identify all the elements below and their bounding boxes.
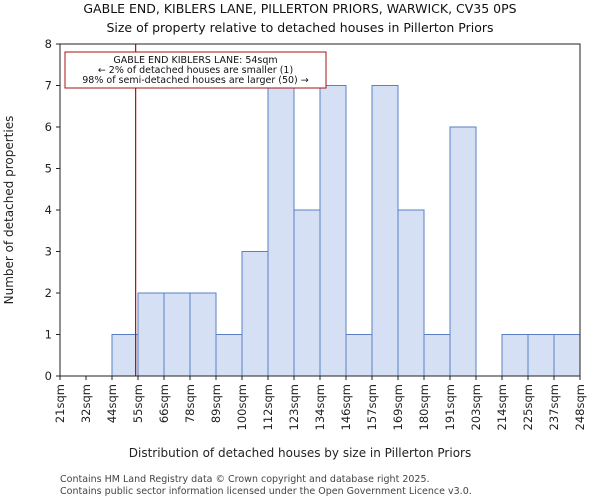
y-tick-label: 5: [45, 162, 52, 176]
y-tick-label: 7: [45, 79, 52, 93]
bar-123sqm-134sqm: [293, 209, 321, 377]
x-axis-label: Distribution of detached houses by size …: [129, 446, 471, 460]
bar-55sqm-66sqm: [137, 292, 165, 377]
bar-146sqm-157sqm: [345, 334, 373, 377]
y-tick-label: 8: [45, 37, 52, 51]
y-axis: 0 1 2 3 4 5 6 7 8: [45, 37, 60, 383]
bar-44sqm-55sqm: [111, 334, 139, 377]
x-tick-label: 134sqm: [313, 384, 327, 430]
x-tick-label: 112sqm: [261, 384, 275, 430]
x-tick-label: 214sqm: [495, 384, 509, 430]
x-tick-label: 32sqm: [79, 384, 93, 423]
x-tick-label: 78sqm: [183, 384, 197, 423]
y-tick-label: 0: [45, 369, 52, 383]
bar-78sqm-89sqm: [189, 292, 217, 377]
annotation-line-3: 98% of semi-detached houses are larger (…: [82, 75, 309, 86]
x-tick-label: 157sqm: [365, 384, 379, 430]
x-tick-label: 55sqm: [131, 384, 145, 423]
chart-title: GABLE END, KIBLERS LANE, PILLERTON PRIOR…: [83, 1, 516, 16]
y-tick-label: 4: [45, 203, 52, 217]
y-axis-label: Number of detached properties: [2, 116, 16, 305]
bar-237sqm-248sqm: [553, 334, 581, 377]
bar-89sqm-100sqm: [215, 334, 243, 377]
x-tick-label: 44sqm: [105, 384, 119, 423]
x-tick-label: 123sqm: [287, 384, 301, 430]
bar-157sqm-169sqm: [371, 85, 399, 377]
bar-112sqm-123sqm: [267, 85, 295, 377]
y-tick-label: 6: [45, 120, 52, 134]
bar-100sqm-112sqm: [241, 251, 269, 377]
annotation-line-2: ← 2% of detached houses are smaller (1): [98, 65, 293, 76]
bars-group: [111, 85, 581, 377]
bar-180sqm-191sqm: [423, 334, 451, 377]
y-tick-label: 3: [45, 245, 52, 259]
x-tick-label: 146sqm: [339, 384, 353, 430]
x-tick-label: 225sqm: [521, 384, 535, 430]
footer-line-2: Contains public sector information licen…: [60, 486, 472, 497]
x-tick-label: 100sqm: [235, 384, 249, 430]
bar-134sqm-146sqm: [319, 85, 347, 377]
x-tick-label: 89sqm: [209, 384, 223, 423]
x-tick-label: 237sqm: [547, 384, 561, 430]
x-tick-label: 248sqm: [573, 384, 587, 430]
annotation-box: GABLE END KIBLERS LANE: 54sqm ← 2% of de…: [64, 51, 327, 89]
y-tick-label: 2: [45, 286, 52, 300]
annotation-line-1: GABLE END KIBLERS LANE: 54sqm: [113, 55, 277, 66]
chart-subtitle: Size of property relative to detached ho…: [106, 20, 493, 35]
bar-191sqm-203sqm: [449, 126, 477, 377]
x-tick-label: 191sqm: [443, 384, 457, 430]
y-tick-label: 1: [45, 328, 52, 342]
bar-214sqm-225sqm: [501, 334, 529, 377]
bar-169sqm-180sqm: [397, 209, 425, 377]
x-tick-label: 66sqm: [157, 384, 171, 423]
x-tick-label: 169sqm: [391, 384, 405, 430]
bar-66sqm-78sqm: [163, 292, 191, 377]
annotation-frame: [64, 51, 327, 89]
x-tick-label: 203sqm: [469, 384, 483, 430]
footer-line-1: Contains HM Land Registry data © Crown c…: [60, 474, 430, 485]
x-tick-label: 180sqm: [417, 384, 431, 430]
bar-225sqm-237sqm: [527, 334, 555, 377]
x-axis: 21sqm 32sqm 44sqm 55sqm 66sqm 78sqm 89sqm 100sq…: [53, 376, 587, 430]
x-tick-label: 21sqm: [53, 384, 67, 423]
